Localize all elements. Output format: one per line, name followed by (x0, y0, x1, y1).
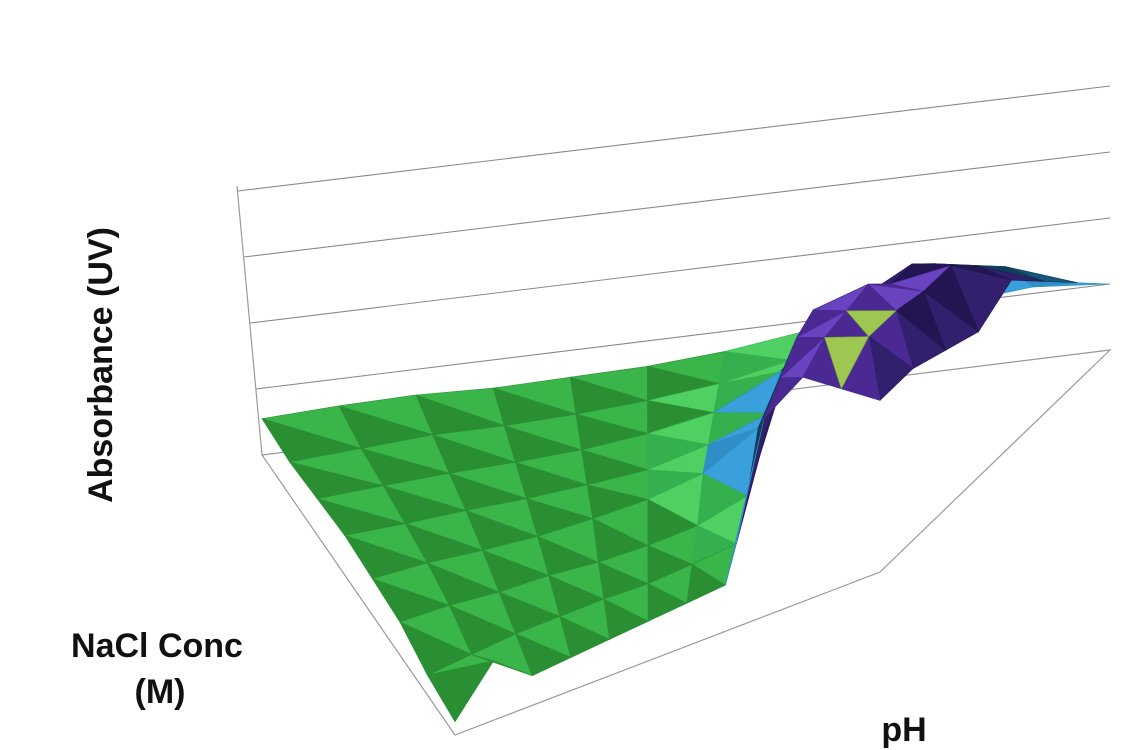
surface-facet (471, 654, 533, 676)
surface-accent-facet (824, 336, 870, 390)
y-axis-title-line-1: NaCl Conc (71, 627, 243, 665)
z-gridline (243, 151, 1111, 258)
wall-edge-left (236, 185, 263, 456)
surface-facet (515, 633, 572, 677)
surface-facet (603, 598, 649, 640)
surface-facet (763, 376, 804, 419)
surface-accent-facet (845, 310, 897, 337)
surface-plot (261, 263, 1111, 723)
surface-facet (426, 660, 495, 723)
z-axis-title: Absorbance (UV) (82, 227, 120, 503)
surface-facet (725, 418, 765, 586)
x-axis-title: pH (881, 711, 926, 749)
floor-outline (260, 349, 1112, 736)
surface-facet (647, 583, 688, 622)
surface-facet (686, 563, 727, 604)
surface-facet (559, 615, 611, 658)
z-gridline (249, 217, 1111, 324)
z-gridline (237, 85, 1111, 192)
y-axis-title-line-2: (M) (135, 673, 186, 711)
back-wall (236, 85, 1112, 736)
